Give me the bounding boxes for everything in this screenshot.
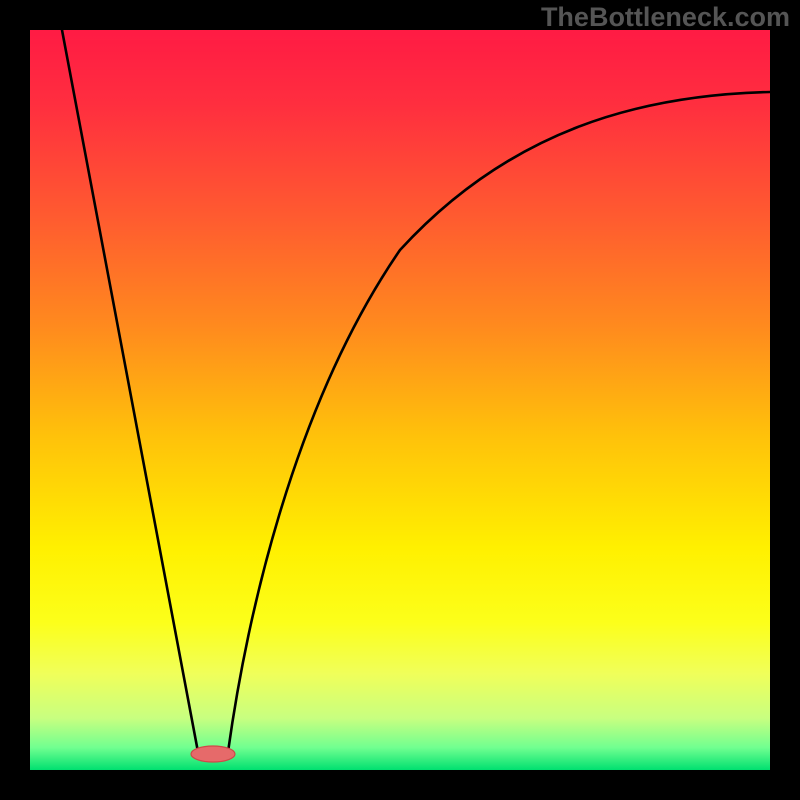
chart-frame: TheBottleneck.com [0,0,800,800]
plot-svg [30,30,770,770]
watermark-text: TheBottleneck.com [541,2,790,33]
vertex-marker [191,746,235,762]
gradient-background [30,30,770,770]
plot-area [30,30,770,770]
